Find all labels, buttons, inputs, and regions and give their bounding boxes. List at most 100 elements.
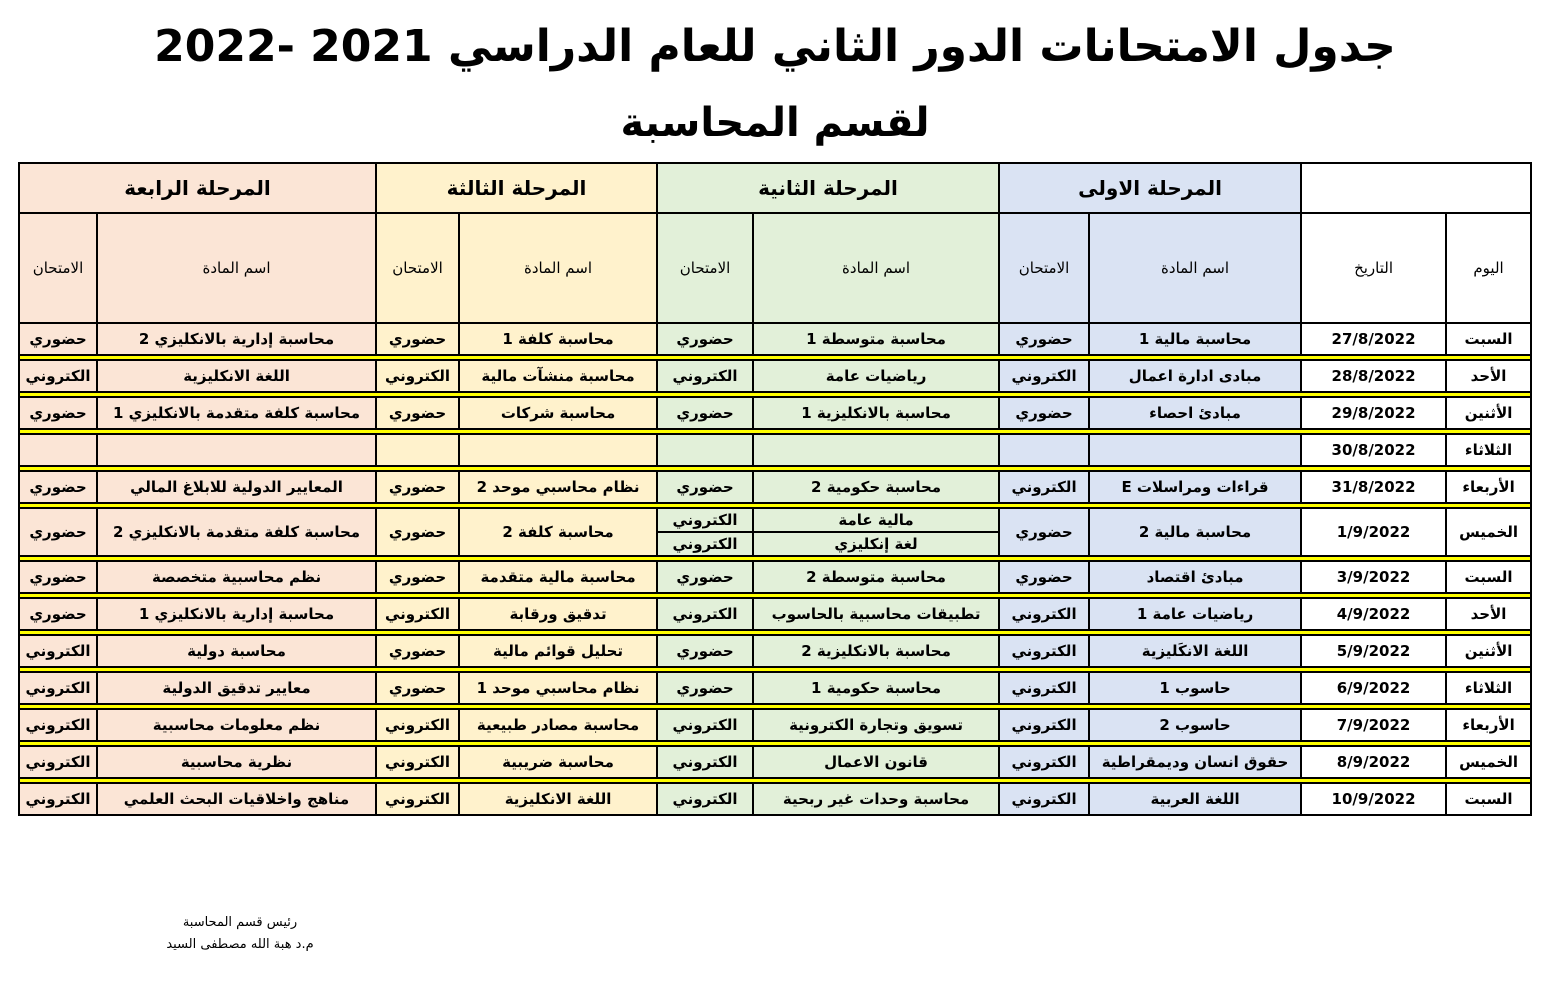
exam-type: الكتروني — [656, 597, 755, 631]
subject: حاسوب 1 — [1088, 671, 1303, 705]
separator — [17, 740, 1533, 747]
table-row: الخميس 8/9/2022 حقوق انسان وديمقراطية الكتر… — [17, 745, 1533, 779]
column-header: الامتحان — [375, 212, 461, 324]
subject: محاسبة ضريبية — [458, 745, 659, 779]
separator — [17, 465, 1533, 472]
exam-type: حضوري — [17, 322, 99, 356]
table-row — [17, 740, 1533, 747]
day: الخميس — [1445, 507, 1533, 557]
subject: محاسبة حكومية 1 — [752, 671, 1001, 705]
separator — [17, 502, 1533, 509]
date: 31/8/2022 — [1300, 470, 1448, 504]
day: الأثنين — [1445, 634, 1533, 668]
separator — [17, 428, 1533, 435]
exam-type: الكتروني — [998, 470, 1091, 504]
subject: معايير تدقيق الدولية — [96, 671, 378, 705]
subject: مبادئ اقتصاد — [1088, 560, 1303, 594]
subject: اللغة الانكليزية — [458, 782, 659, 816]
separator — [17, 777, 1533, 784]
column-header: الامتحان — [998, 212, 1091, 324]
exam-type: حضوري — [17, 560, 99, 594]
exam-type: حضوري — [375, 470, 461, 504]
stage-header: المرحلة الاولى — [998, 162, 1303, 214]
exam-type: الكتروني — [375, 708, 461, 742]
table-row: الخميس 1/9/2022 محاسبة مالية 2 حضوري مالية ع… — [17, 507, 1533, 557]
empty-cell — [96, 433, 378, 467]
subject: محاسبة حكومية 2 — [752, 470, 1001, 504]
subject: قانون الاعمال — [752, 745, 1001, 779]
table-row — [17, 465, 1533, 472]
exam-type: حضوري — [656, 671, 755, 705]
subject: محاسبة بالانكليزية 1 — [752, 396, 1001, 430]
day: السبت — [1445, 782, 1533, 816]
exam-type: الكتروني — [998, 597, 1091, 631]
subject: محاسبة متوسطة 1 — [752, 322, 1001, 356]
date: 1/9/2022 — [1300, 507, 1448, 557]
subject: مناهج واخلاقيات البحث العلمي — [96, 782, 378, 816]
exam-type: الكتروني — [17, 782, 99, 816]
separator — [17, 666, 1533, 673]
subject: قراءات ومراسلات E — [1088, 470, 1303, 504]
empty-cell — [752, 433, 1001, 467]
table-row: الثلاثاء 30/8/2022 — [17, 433, 1533, 467]
exam-type: الكتروني — [998, 745, 1091, 779]
column-header: اليوم — [1445, 212, 1533, 324]
subject: رياضيات عامة — [752, 359, 1001, 393]
separator — [17, 555, 1533, 562]
subject: مبادى ادارة اعمال — [1088, 359, 1303, 393]
subject: محاسبة بالانكليزية 2 — [752, 634, 1001, 668]
separator — [17, 592, 1533, 599]
table-row: السبت 3/9/2022 مبادئ اقتصاد حضوري محاسبة متو… — [17, 560, 1533, 594]
table-row: الأحد 28/8/2022 مبادى ادارة اعمال الكتروني ر… — [17, 359, 1533, 393]
table-row: الأحد 4/9/2022 رياضيات عامة 1 الكتروني تطبيق… — [17, 597, 1533, 631]
subject: تسويق وتجارة الكترونية — [752, 708, 1001, 742]
subject: محاسبة كلفة 2 — [458, 507, 659, 557]
subject: محاسبة إدارية بالانكليزي 1 — [96, 597, 378, 631]
exam-type: حضوري — [656, 322, 755, 356]
empty-cell — [17, 433, 99, 467]
subject: نظم معلومات محاسبية — [96, 708, 378, 742]
table-row — [17, 502, 1533, 509]
subject: اللغة الانكَليزية — [1088, 634, 1303, 668]
table-row — [17, 666, 1533, 673]
exam-type: الكتروني — [17, 671, 99, 705]
subtitle: لقسم المحاسبة — [620, 100, 930, 146]
exam-type: حضوري — [17, 396, 99, 430]
column-header: اسم المادة — [96, 212, 378, 324]
subject: مالية عامة — [752, 507, 1001, 533]
table-row — [17, 391, 1533, 398]
exam-type: حضوري — [998, 396, 1091, 430]
subject: محاسبة كلفة متقدمة بالانكليزي 1 — [96, 396, 378, 430]
exam-type: حضوري — [375, 507, 461, 557]
subject: نظام محاسبي موحد 2 — [458, 470, 659, 504]
table-row: المرحلة الاولى المرحلة الثانية المرحلة الث… — [17, 162, 1533, 214]
day: الأثنين — [1445, 396, 1533, 430]
exam-type: حضوري — [375, 634, 461, 668]
subject: نظم محاسبية متخصصة — [96, 560, 378, 594]
day: السبت — [1445, 560, 1533, 594]
exam-type: الكتروني — [17, 745, 99, 779]
exam-type: الكتروني — [656, 745, 755, 779]
exam-type: حضوري — [656, 634, 755, 668]
exam-type: حضوري — [656, 560, 755, 594]
exam-type: الكتروني — [17, 634, 99, 668]
empty-cell — [458, 433, 659, 467]
column-header: اسم المادة — [458, 212, 659, 324]
table-row — [17, 428, 1533, 435]
table-row: اليوم التاريخ اسم المادة الامتحان اسم المادة… — [17, 212, 1533, 324]
table-row: الثلاثاء 6/9/2022 حاسوب 1 الكتروني محاسبة حك… — [17, 671, 1533, 705]
exam-type: الكتروني — [375, 782, 461, 816]
subject: محاسبة مصادر طبيعية — [458, 708, 659, 742]
exam-type: الكتروني — [17, 359, 99, 393]
separator — [17, 391, 1533, 398]
column-header: التاريخ — [1300, 212, 1448, 324]
table-row: السبت 27/8/2022 محاسبة مالية 1 حضوري محاسبة … — [17, 322, 1533, 356]
exam-type: الكتروني — [375, 597, 461, 631]
table-row: لغة إنكليزي الكتروني — [19, 531, 1531, 557]
title: جدول الامتحانات الدور الثاني للعام الدرا… — [154, 21, 1396, 72]
empty-cell — [1088, 433, 1303, 467]
exam-type: حضوري — [17, 507, 99, 557]
exam-type: حضوري — [656, 396, 755, 430]
exam-type: حضوري — [656, 470, 755, 504]
